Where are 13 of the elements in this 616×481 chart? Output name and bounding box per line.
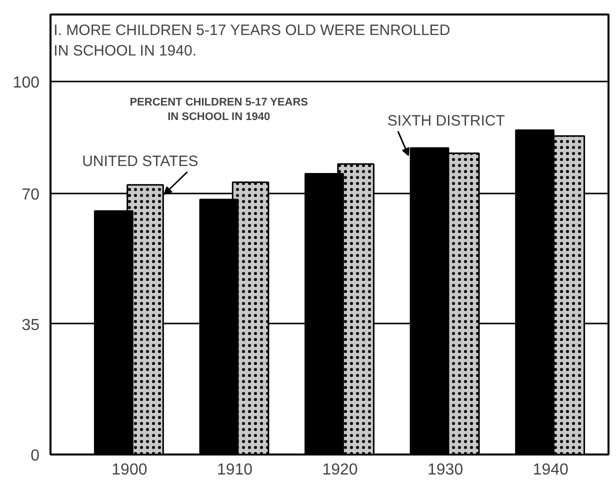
x-tick-label: 1900 <box>112 462 148 478</box>
series-label: SIXTH DISTRICT <box>387 112 505 130</box>
series-label: UNITED STATES <box>82 152 198 170</box>
y-tick-label: 70 <box>22 186 40 204</box>
y-tick-label: 35 <box>22 316 40 334</box>
x-tick-label: 1930 <box>428 462 464 478</box>
y-tick-label: 0 <box>30 448 40 464</box>
text: PERCENT CHILDREN 5-17 YEARS IN SCHOOL IN 1940 <box>130 96 308 123</box>
text: I. MORE CHILDREN 5-17 YEARS OLD WERE ENROLLED IN SCHOOL IN 1940. <box>54 22 450 60</box>
y-tick-label: 100 <box>12 74 40 92</box>
x-tick-label: 1910 <box>216 462 253 478</box>
x-tick-label: 1940 <box>532 462 568 478</box>
x-tick-label: 1920 <box>322 462 358 478</box>
